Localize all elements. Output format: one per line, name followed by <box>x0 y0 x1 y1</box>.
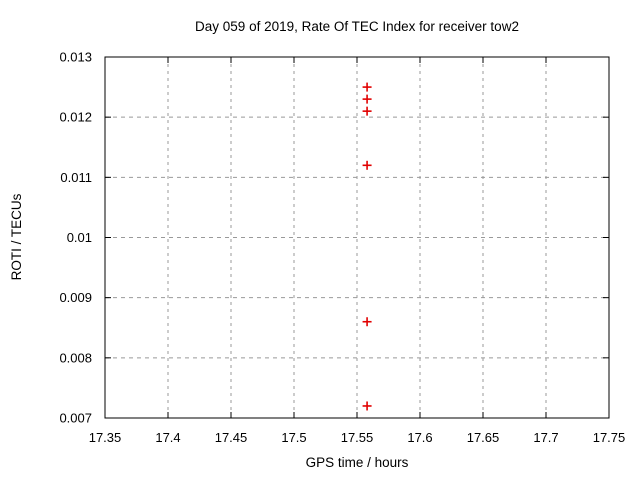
plot-border <box>104 56 610 419</box>
x-tick-label: 17.55 <box>341 430 374 445</box>
y-tick-label: 0.012 <box>59 110 92 125</box>
x-axis-label: GPS time / hours <box>305 455 409 470</box>
x-tick-label: 17.6 <box>407 430 432 445</box>
chart-title: Day 059 of 2019, Rate Of TEC Index for r… <box>195 19 519 34</box>
y-tick-label: 0.008 <box>59 350 92 365</box>
y-tick-label: 0.013 <box>59 50 92 65</box>
x-tick-label: 17.75 <box>593 430 626 445</box>
x-tick-label: 17.35 <box>89 430 122 445</box>
y-tick-label: 0.007 <box>59 411 92 426</box>
x-tick-label: 17.7 <box>533 430 558 445</box>
y-tick-label: 0.011 <box>60 170 92 185</box>
x-tick-label: 17.65 <box>467 430 500 445</box>
y-tick-label: 0.01 <box>67 230 92 245</box>
x-tick-label: 17.45 <box>215 430 248 445</box>
y-tick-label: 0.009 <box>59 290 92 305</box>
x-tick-label: 17.5 <box>281 430 306 445</box>
x-tick-label: 17.4 <box>155 430 180 445</box>
